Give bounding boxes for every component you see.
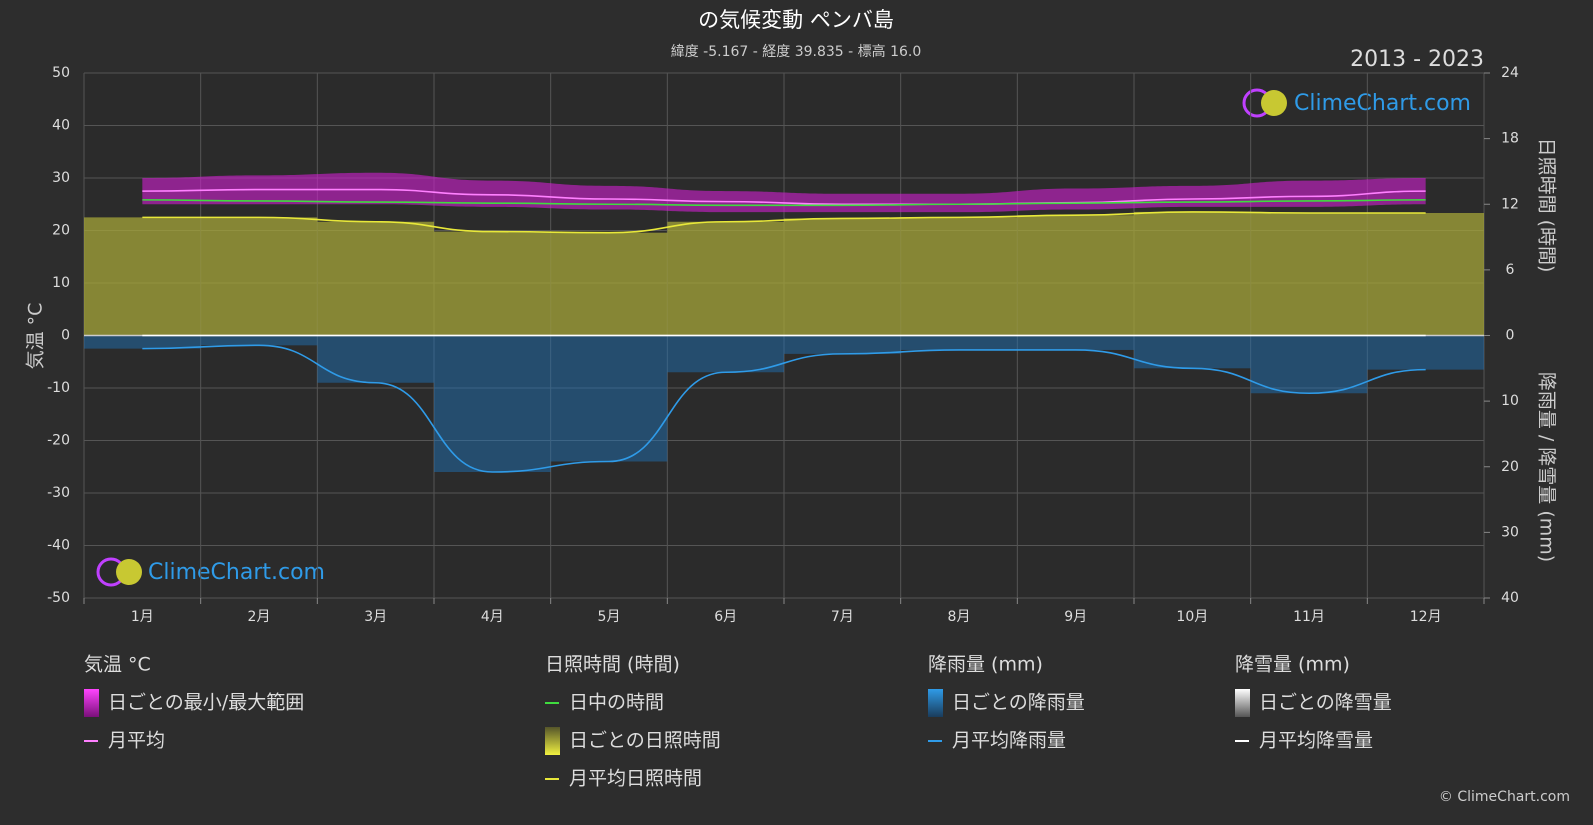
series-line	[142, 344, 1426, 473]
x-tick-label: 12月	[1410, 609, 1442, 625]
y-tick-label: 0	[61, 328, 70, 344]
rain-bar	[784, 335, 901, 354]
sunshine-bar	[784, 218, 901, 336]
legend-swatch	[928, 689, 943, 717]
y-tick-label: -20	[47, 433, 70, 449]
x-tick-label: 4月	[481, 609, 504, 625]
sunshine-bar	[1367, 213, 1484, 336]
axes: -50 -40 -30 -20 -10 0 10 20 30 40 50 0 6 12 18 24 10 20 30…	[47, 65, 1519, 625]
x-tick-label: 8月	[948, 609, 971, 625]
watermark: ClimeChart.com	[148, 560, 325, 585]
sunshine-bar	[667, 221, 784, 336]
y-tick-label: 50	[52, 65, 70, 81]
legend-item: 日ごとの降雪量	[1259, 692, 1392, 714]
y-tick-label: -40	[47, 538, 70, 554]
y-tick-label: -50	[47, 590, 70, 606]
chart-title: の気候変動 ペンバ島	[698, 8, 894, 32]
y-tick-label: -30	[47, 485, 70, 501]
y3-tick-label: 20	[1501, 459, 1519, 475]
x-tick-label: 11月	[1293, 609, 1325, 625]
rain-bar	[667, 335, 784, 373]
sunshine-bar	[1250, 213, 1368, 336]
rain-bar	[1250, 335, 1368, 394]
rain-bar	[200, 335, 318, 346]
rain-bar	[317, 335, 434, 383]
series-line	[142, 211, 1426, 234]
x-tick-label: 2月	[248, 609, 271, 625]
y-tick-label: -10	[47, 380, 70, 396]
logo-sun	[1261, 90, 1287, 116]
y3-tick-label: 40	[1501, 590, 1519, 606]
y-tick-label: 10	[52, 275, 70, 291]
period: 2013 - 2023	[1350, 47, 1484, 72]
y2-tick-label: 6	[1506, 262, 1515, 278]
x-tick-label: 6月	[714, 609, 737, 625]
legend-item: 月平均降雨量	[952, 730, 1066, 752]
y2-tick-label: 0	[1506, 328, 1515, 344]
y-tick-label: 40	[52, 118, 70, 134]
x-tick-label: 3月	[364, 609, 387, 625]
sunshine-bar	[900, 217, 1018, 336]
legend-item: 月平均日照時間	[569, 768, 702, 790]
y3-axis-label: 降雨量 / 降雪量 (mm)	[1536, 372, 1558, 562]
chart-subtitle: 緯度 -5.167 - 経度 39.835 - 標高 16.0	[671, 43, 922, 60]
rain-bar	[900, 335, 1018, 350]
data-layer	[84, 172, 1484, 473]
legend-heading: 降雨量 (mm)	[928, 654, 1043, 676]
sunshine-bar	[1134, 211, 1251, 336]
y3-tick-label: 30	[1501, 524, 1519, 540]
legend-heading: 日照時間 (時間)	[545, 654, 680, 676]
y2-axis-label: 日照時間 (時間)	[1536, 138, 1558, 273]
series-line	[142, 188, 1426, 206]
rain-bar	[1017, 335, 1134, 350]
logo	[96, 557, 142, 587]
legend-heading: 気温 °C	[84, 654, 151, 676]
x-tick-label: 7月	[831, 609, 854, 625]
y2-tick-label: 12	[1501, 196, 1519, 212]
legend-item: 月平均	[108, 730, 165, 752]
legend-item: 日ごとの降雨量	[952, 692, 1085, 714]
y-axis-label: 気温 °C	[25, 303, 47, 370]
legend-swatch	[545, 727, 560, 755]
logo-sun	[116, 559, 142, 585]
y3-tick-label: 10	[1501, 393, 1519, 409]
sunshine-bar	[550, 232, 668, 336]
sunshine-bar	[317, 221, 434, 336]
legend-item: 日ごとの日照時間	[569, 730, 721, 752]
y2-tick-label: 24	[1501, 65, 1519, 81]
x-tick-label: 10月	[1176, 609, 1208, 625]
legend-item: 日中の時間	[569, 692, 664, 714]
rain-bar	[84, 335, 201, 349]
legend-item: 月平均降雪量	[1259, 730, 1373, 752]
logo	[1242, 88, 1287, 118]
x-tick-label: 5月	[598, 609, 621, 625]
y-tick-label: 20	[52, 223, 70, 239]
copyright: © ClimeChart.com	[1439, 789, 1570, 805]
sunshine-bar	[434, 231, 551, 336]
sunshine-bar	[84, 217, 201, 336]
rain-bar	[434, 335, 551, 472]
rain-bar	[1367, 335, 1484, 370]
series-line	[142, 199, 1426, 207]
legend-swatch	[1235, 689, 1250, 717]
y-tick-label: 30	[52, 170, 70, 186]
x-tick-label: 1月	[131, 609, 154, 625]
y2-tick-label: 18	[1501, 131, 1519, 147]
sunshine-bar	[1017, 215, 1134, 336]
watermark: ClimeChart.com	[1294, 91, 1471, 116]
x-tick-label: 9月	[1064, 609, 1087, 625]
legend-item: 日ごとの最小/最大範囲	[108, 692, 304, 714]
legend-heading: 降雪量 (mm)	[1235, 654, 1350, 676]
rain-bar	[550, 335, 668, 462]
legend-swatch	[84, 689, 99, 717]
rain-bar	[1134, 335, 1251, 369]
sunshine-bar	[200, 217, 318, 336]
